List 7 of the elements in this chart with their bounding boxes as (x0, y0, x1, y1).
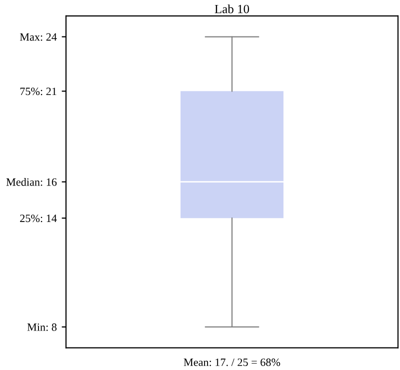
y-tick-label: 75%: 21 (20, 88, 56, 96)
y-tick-label: Median: 16 (6, 178, 57, 186)
x-axis-title: Mean: 17. / 25 = 68% (184, 358, 280, 366)
chart-title: Lab 10 (214, 4, 250, 14)
y-tick-label: 25%: 14 (20, 214, 57, 222)
y-tick-label: Max: 24 (20, 33, 57, 41)
y-tick-label: Min: 8 (27, 323, 57, 331)
